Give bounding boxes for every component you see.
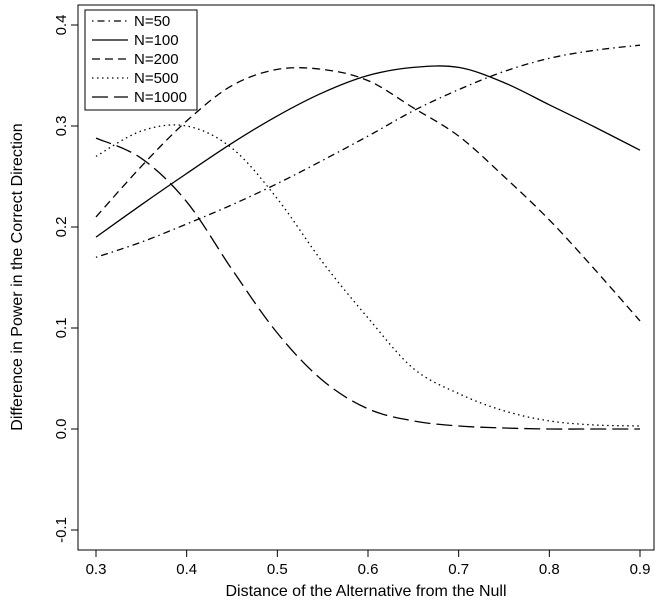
legend-box (84, 9, 198, 111)
x-axis: 0.3 0.4 0.5 0.6 0.7 0.8 0.9 (86, 550, 651, 578)
x-tick-label: 0.8 (539, 561, 560, 578)
series-line-n-1000 (95, 137, 640, 430)
y-tick-label: 0.2 (53, 217, 70, 238)
series-line-n-100 (95, 65, 641, 238)
y-axis-label: Difference in Power in the Correct Direc… (9, 123, 26, 430)
y-tick-label: 0.1 (53, 318, 70, 339)
x-tick-label: 0.6 (358, 561, 379, 578)
legend: N=50 N=100 N=200 N=500 N=1000 (84, 9, 198, 111)
legend-label: N=1000 (134, 89, 187, 106)
series-layer (95, 44, 641, 430)
y-axis: -0.1 0.0 0.1 0.2 0.3 0.4 (53, 15, 78, 543)
y-tick-label: 0.3 (53, 116, 70, 137)
series-line-n-50 (95, 44, 641, 258)
x-tick-label: 0.7 (448, 561, 469, 578)
x-tick-label: 0.9 (630, 561, 651, 578)
y-tick-label: 0.4 (53, 15, 70, 36)
x-tick-label: 0.3 (86, 561, 107, 578)
series-line-n-500 (95, 124, 641, 427)
legend-label: N=200 (134, 51, 179, 68)
legend-label: N=100 (134, 32, 179, 49)
legend-label: N=50 (134, 13, 170, 30)
x-tick-label: 0.5 (267, 561, 288, 578)
y-tick-label: -0.1 (53, 517, 70, 543)
y-tick-label: 0.0 (53, 419, 70, 440)
x-tick-label: 0.4 (176, 561, 197, 578)
x-axis-label: Distance of the Alternative from the Nul… (225, 583, 506, 600)
series-line-n-200 (95, 67, 641, 322)
legend-label: N=500 (134, 70, 179, 87)
plot-frame (77, 4, 655, 551)
